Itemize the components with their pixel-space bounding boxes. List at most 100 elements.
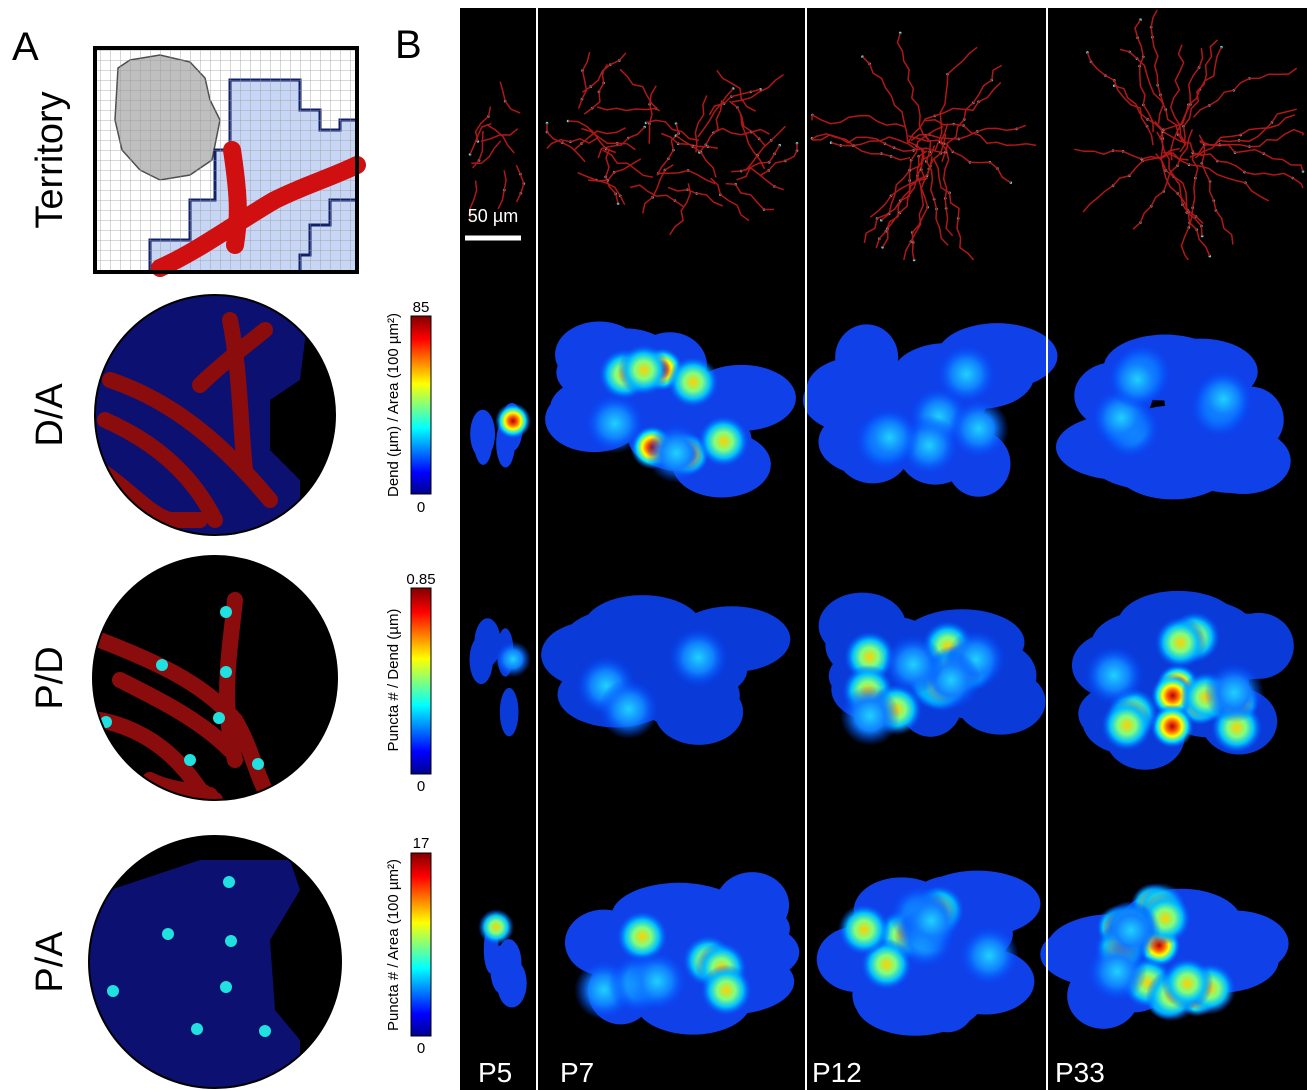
dendrite <box>1180 149 1199 261</box>
panel-label: B <box>395 23 422 67</box>
dendrite <box>861 56 925 153</box>
heat-spot <box>668 627 729 688</box>
colorbar <box>410 587 432 775</box>
dendrite <box>907 135 1012 184</box>
heat-spot <box>617 344 670 397</box>
dendrite <box>740 114 766 170</box>
dendrite <box>1169 44 1187 153</box>
dendrite <box>675 134 717 178</box>
dendrite <box>1163 152 1270 202</box>
heat-spot <box>1204 662 1265 723</box>
heat-spot <box>494 402 531 439</box>
colorbar-label: Puncta # / Area (100 µm²) <box>385 859 402 1031</box>
colorbar-min: 0 <box>417 1040 425 1057</box>
panel-label: A <box>12 25 39 69</box>
colorbar-label: Puncta # / Dend (µm) <box>385 609 402 752</box>
colorbar <box>410 315 432 495</box>
heat-spot <box>901 890 962 951</box>
heat-spot <box>1193 369 1254 430</box>
column-separators <box>536 8 1048 1090</box>
dendrite <box>933 46 978 152</box>
dendrite <box>546 123 586 163</box>
dendrite <box>1154 120 1204 224</box>
dendrite <box>1200 153 1304 189</box>
heat-spot <box>478 909 515 946</box>
heat-spot <box>1161 957 1214 1010</box>
dendrite <box>910 124 1027 142</box>
dendrite <box>469 122 492 155</box>
dendrite <box>941 64 1003 162</box>
dendrite <box>497 170 507 210</box>
heat-spot <box>936 344 997 405</box>
dendrite <box>744 125 786 172</box>
column-label: P33 <box>1055 1057 1105 1088</box>
dendrite <box>911 149 929 261</box>
colorbar-max: 85 <box>413 299 430 316</box>
dendrite <box>939 123 954 237</box>
dendrite <box>925 119 1037 147</box>
dendrite <box>710 177 750 222</box>
column-label: P7 <box>560 1057 594 1088</box>
dendrite <box>472 130 484 169</box>
colorbar-min: 0 <box>417 499 425 516</box>
dendrite <box>596 106 657 112</box>
dendrite <box>469 180 478 218</box>
heat-base <box>470 409 496 459</box>
d-a-diagram <box>95 295 335 535</box>
dendrite <box>1082 147 1180 213</box>
dendrite <box>1132 129 1194 230</box>
row-label: P/D <box>29 646 71 709</box>
heat-spot <box>859 407 920 468</box>
dendrite <box>642 164 674 214</box>
dendrite <box>581 52 627 93</box>
dendrite <box>619 68 661 112</box>
dendrite <box>1155 153 1211 257</box>
heat-spot <box>1150 704 1195 749</box>
heat-spot <box>839 685 900 746</box>
dendrite <box>577 172 626 205</box>
dendrite <box>629 184 684 208</box>
dendrite <box>658 169 716 185</box>
heat-spot <box>646 423 707 484</box>
image-grid <box>468 9 1305 1036</box>
dendrite <box>697 88 734 138</box>
row-label: P/A <box>29 931 71 993</box>
heat-spot <box>598 679 659 740</box>
dendrite <box>1114 85 1203 157</box>
dendrite <box>471 140 502 165</box>
dendrite <box>1150 9 1165 124</box>
dendrite <box>515 164 525 203</box>
dendrite <box>499 81 521 114</box>
dendrite <box>713 127 770 136</box>
dendrite <box>729 100 767 147</box>
heat-spot <box>616 910 669 963</box>
column-label: P12 <box>812 1057 862 1088</box>
dendrite <box>587 158 642 182</box>
dendrite <box>656 123 680 176</box>
dendrite <box>1182 39 1219 147</box>
dendrite <box>1194 108 1297 159</box>
dendrite <box>604 148 619 204</box>
dendrite <box>568 120 616 154</box>
dendrite <box>573 127 626 151</box>
heat-spot <box>838 903 891 956</box>
dendrite <box>725 182 774 211</box>
dendrite <box>708 88 761 116</box>
row-label: Territory <box>29 91 71 228</box>
dendrite <box>1193 67 1298 118</box>
heat-spot <box>1107 349 1168 410</box>
scale-bar-label: 50 µm <box>468 206 518 226</box>
p-d-diagram <box>93 556 337 800</box>
colorbar-min: 0 <box>417 778 425 795</box>
dendrite <box>731 73 784 103</box>
heat-spot <box>959 925 1020 986</box>
dendrite <box>667 186 723 207</box>
heat-spot <box>1100 699 1153 752</box>
dendrite <box>933 158 975 261</box>
heat-spot <box>494 641 531 678</box>
row-label: D/A <box>29 383 71 447</box>
heat-spot <box>584 393 645 454</box>
dendrite <box>1198 134 1234 245</box>
heat-spot <box>626 951 687 1012</box>
